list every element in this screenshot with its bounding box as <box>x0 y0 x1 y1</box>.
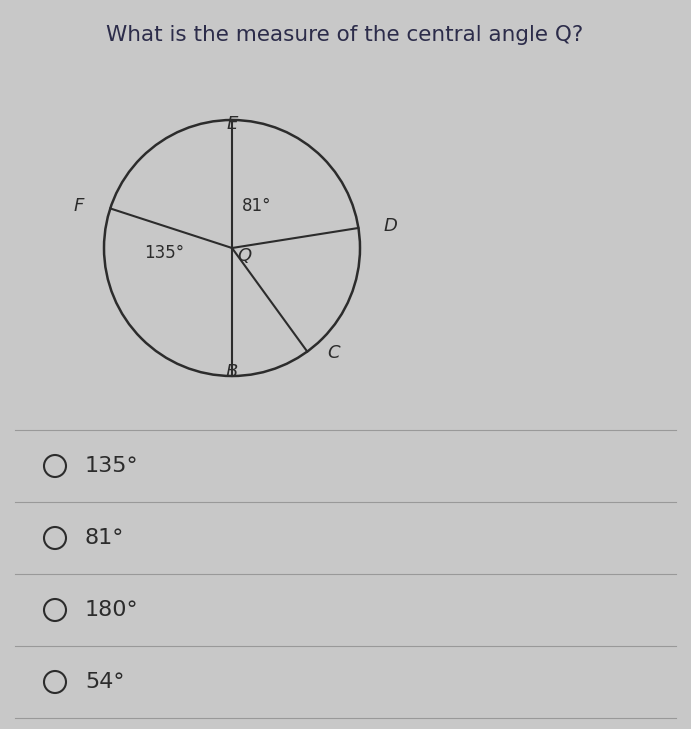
Text: F: F <box>74 197 84 215</box>
Text: 81°: 81° <box>85 528 124 548</box>
Text: 81°: 81° <box>242 197 272 215</box>
Text: C: C <box>327 344 340 362</box>
Text: D: D <box>384 217 397 235</box>
Text: B: B <box>226 363 238 381</box>
Text: What is the measure of the central angle Q?: What is the measure of the central angle… <box>106 25 584 45</box>
Text: E: E <box>227 115 238 133</box>
Text: 135°: 135° <box>85 456 139 476</box>
Text: Q: Q <box>237 247 251 265</box>
Text: 180°: 180° <box>85 600 139 620</box>
Text: 54°: 54° <box>85 672 124 692</box>
Text: 135°: 135° <box>144 244 184 262</box>
